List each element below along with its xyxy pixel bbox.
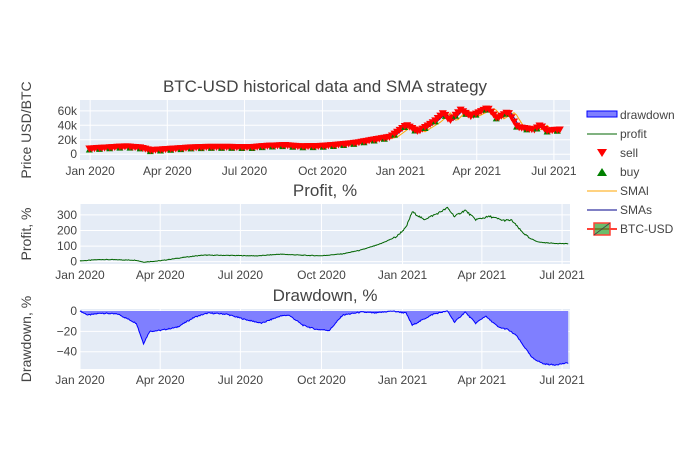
x-tick-label: Oct 2020 <box>297 373 346 387</box>
legend-swatch-candle-line <box>593 222 611 236</box>
legend-label: SMAs <box>620 203 652 217</box>
y-tick-label: −20 <box>57 324 78 338</box>
profit-marks <box>79 206 569 263</box>
sell-marker <box>507 114 516 122</box>
legend-item-sell: sell <box>597 146 638 160</box>
legend-swatch-buy <box>597 168 607 176</box>
x-tick-label: Jan 2020 <box>55 373 105 387</box>
x-tick-label: Jul 2020 <box>218 268 264 282</box>
drawdown-chart-title: Drawdown, % <box>273 286 378 305</box>
profit-chart-title: Profit, % <box>293 181 357 200</box>
x-tick-label: Oct 2020 <box>297 268 346 282</box>
y-tick-label: 100 <box>57 239 77 253</box>
legend-label: drawdown <box>620 108 675 122</box>
legend-label: sell <box>620 146 638 160</box>
profit-line <box>79 206 569 263</box>
legend-item-profit: profit <box>587 127 647 141</box>
sell-marker <box>555 126 564 134</box>
x-tick-label: Apr 2020 <box>136 268 185 282</box>
profit-x-ticks: Jan 2020 Apr 2020 Jul 2020 Oct 2020 Jan 2021… <box>55 268 585 282</box>
x-tick-label: Jul 2020 <box>218 373 264 387</box>
price-chart-title: BTC-USD historical data and SMA strategy <box>163 77 488 96</box>
price-y-axis-label: Price USD/BTC <box>18 81 34 178</box>
x-tick-label: Jan 2021 <box>378 373 428 387</box>
x-tick-label: Jan 2021 <box>378 268 428 282</box>
sell-marker <box>441 111 450 119</box>
legend-item-smas: SMAs <box>587 203 652 217</box>
y-tick-label: 300 <box>57 208 77 222</box>
y-tick-label: 60k <box>58 104 78 118</box>
x-tick-label: Apr 2021 <box>458 373 507 387</box>
legend-item-buy: buy <box>597 165 639 179</box>
drawdown-area <box>80 311 569 366</box>
x-tick-label: Jan 2021 <box>376 164 426 178</box>
x-tick-label: Jan 2020 <box>55 268 105 282</box>
legend-label: SMAl <box>620 184 649 198</box>
profit-plot-area <box>80 204 570 264</box>
x-tick-label: Oct 2020 <box>298 164 347 178</box>
x-tick-label: Jan 2020 <box>65 164 115 178</box>
sell-marker <box>510 118 519 126</box>
y-tick-label: 200 <box>57 223 77 237</box>
legend-item-smal: SMAl <box>587 184 649 198</box>
legend-swatch-fill <box>586 110 618 118</box>
y-tick-label: −40 <box>57 345 78 359</box>
drawdown-x-ticks: Jan 2020 Apr 2020 Jul 2020 Oct 2020 Jan 2021… <box>55 373 585 387</box>
y-tick-label: 0 <box>70 255 77 269</box>
legend-label: BTC-USD <box>620 222 674 236</box>
x-tick-label: Jul 2021 <box>539 268 585 282</box>
drawdown-line <box>79 310 569 366</box>
legend-item-btc-usd: BTC-USD <box>587 222 674 236</box>
y-tick-label: 40k <box>58 118 78 132</box>
legend-item-drawdown: drawdown <box>586 108 675 122</box>
price-x-ticks: Jan 2020 Apr 2020 Jul 2020 Oct 2020 Jan 2021… <box>65 164 576 178</box>
y-tick-label: 0 <box>70 304 77 318</box>
sell-marker <box>504 110 513 118</box>
x-tick-label: Apr 2020 <box>143 164 192 178</box>
legend-label: profit <box>620 127 647 141</box>
drawdown-marks <box>79 310 569 366</box>
legend-swatch-sell <box>597 149 607 157</box>
drawdown-y-axis-label: Drawdown, % <box>18 296 34 382</box>
legend: drawdown profit sell buy SMAl SMAs BTC-USD <box>586 108 675 236</box>
legend-label: buy <box>620 165 639 179</box>
profit-gridlines <box>79 204 570 264</box>
x-tick-label: Apr 2021 <box>458 268 507 282</box>
drawdown-y-ticks: 0 −20 −40 <box>57 304 78 359</box>
profit-y-axis-label: Profit, % <box>18 208 34 261</box>
x-tick-label: Jul 2020 <box>222 164 268 178</box>
x-tick-label: Jul 2021 <box>539 373 585 387</box>
y-tick-label: 0 <box>70 147 77 161</box>
y-tick-label: 20k <box>58 133 78 147</box>
x-tick-label: Apr 2020 <box>136 373 185 387</box>
drawdown-panel: 0 −20 −40 Jan 2020 Apr 2020 Jul 2020 Oct 2020… <box>18 286 585 387</box>
x-tick-label: Jul 2021 <box>531 164 577 178</box>
price-marks <box>85 105 564 155</box>
x-tick-label: Apr 2021 <box>452 164 501 178</box>
